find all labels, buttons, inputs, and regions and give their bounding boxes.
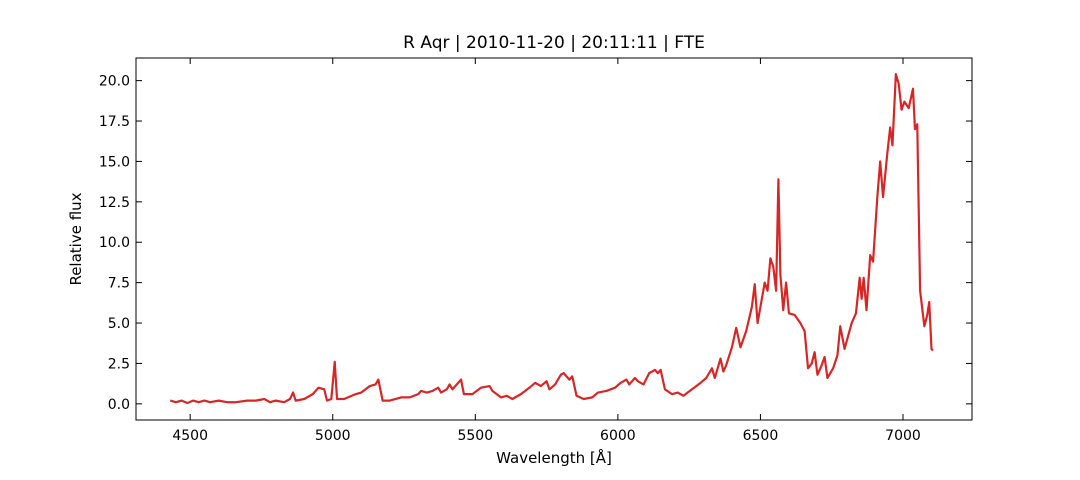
y-tick-label: 7.5 (108, 276, 130, 292)
chart-title: R Aqr | 2010-11-20 | 20:11:11 | FTE (403, 33, 705, 53)
y-tick-label: 20.0 (99, 74, 130, 90)
x-tick-label: 5000 (315, 428, 351, 444)
x-tick-label: 7000 (885, 428, 921, 444)
spectrum-line (169, 73, 934, 405)
x-tick-label: 4500 (172, 428, 208, 444)
x-axis-label: Wavelength [Å] (496, 448, 612, 467)
y-tick-label: 5.0 (108, 316, 130, 332)
y-tick-label: 12.5 (99, 195, 130, 211)
y-tick-label: 15.0 (99, 154, 130, 170)
x-tick-label: 6000 (600, 428, 636, 444)
y-tick-label: 17.5 (99, 114, 130, 130)
y-tick-label: 10.0 (99, 235, 130, 251)
y-tick-label: 2.5 (108, 356, 130, 372)
x-tick-label: 6500 (743, 428, 779, 444)
plot-frame (135, 57, 973, 421)
x-tick-label: 5500 (457, 428, 493, 444)
y-tick-label: 0.0 (108, 397, 130, 413)
y-axis-label: Relative flux (67, 192, 85, 285)
